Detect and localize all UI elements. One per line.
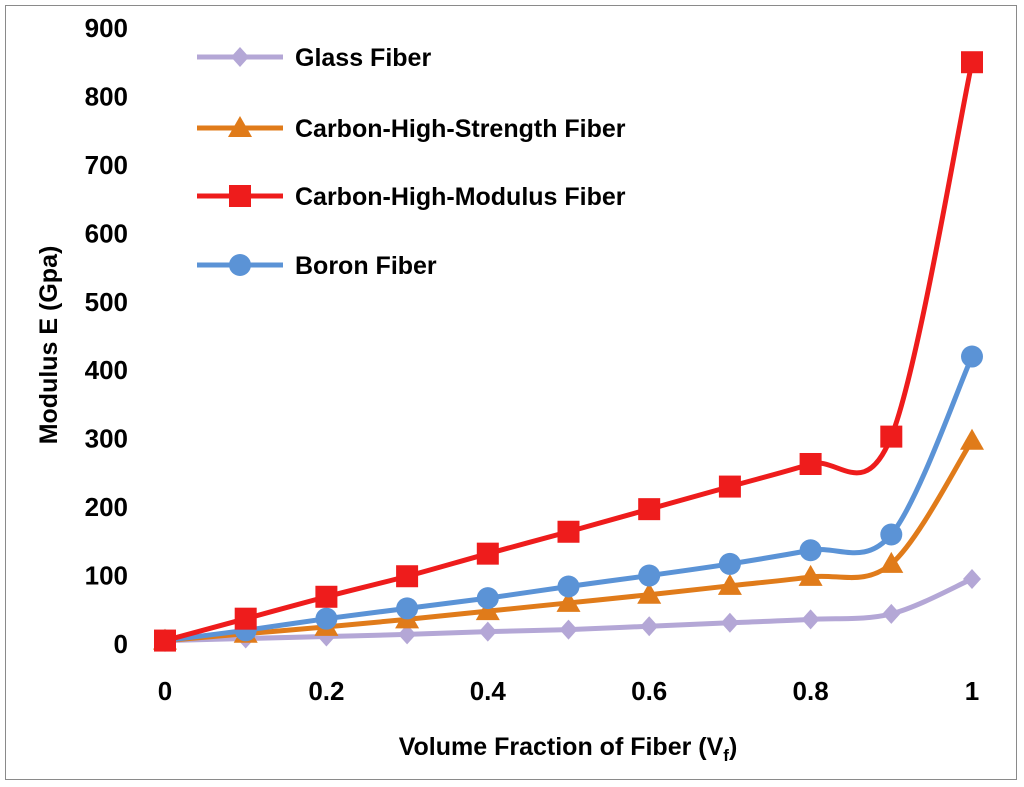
x-axis-title-main: Volume Fraction of Fiber (V [399,733,724,761]
data-point [315,607,338,630]
series-line [162,354,975,644]
data-point [638,498,661,521]
x-axis: 0 0.2 0.4 0.6 0.8 1 [158,676,979,706]
y-tick-label: 300 [85,424,128,454]
data-point [882,603,901,624]
data-point [637,582,662,604]
series-markers [153,51,984,652]
legend: Glass Fiber Carbon-High-Strength Fiber Car… [197,44,626,280]
data-point [961,51,983,74]
legend-marker [228,116,252,137]
data-point [154,629,176,652]
legend-marker [229,254,251,276]
legend-label: Glass Fiber [295,44,431,72]
x-axis-title-close: ) [729,733,737,761]
data-point [396,565,419,588]
legend-label: Carbon-High-Strength Fiber [295,115,626,143]
x-axis-title-subscript: f [723,746,729,765]
data-point [880,523,903,546]
data-point [960,428,984,450]
legend-marker [229,185,251,207]
data-point [640,616,659,637]
data-point [717,573,742,595]
data-point [798,564,823,586]
series-line [162,438,975,644]
data-point [475,599,500,621]
data-point [720,612,739,633]
y-tick-label: 600 [85,218,128,248]
x-tick-label: 0.8 [793,676,829,706]
data-point [961,345,983,368]
y-axis: 0 100 200 300 400 500 600 700 800 900 [85,13,128,659]
x-axis-title: Volume Fraction of Fiber (Vf) [399,733,738,765]
y-axis-title: Modulus E (Gpa) [35,246,63,445]
data-point [801,609,820,630]
y-tick-label: 500 [85,287,128,317]
data-point [234,607,257,630]
y-tick-label: 0 [114,629,128,659]
data-point [315,585,338,608]
data-point [718,552,741,575]
data-point [799,539,822,562]
x-tick-label: 0 [158,676,172,706]
data-point [880,425,903,448]
y-tick-label: 900 [85,13,128,43]
data-point [398,624,417,645]
data-point [559,619,578,640]
y-tick-label: 800 [85,81,128,111]
y-tick-label: 100 [85,561,128,591]
data-point [879,551,904,573]
data-point [799,452,822,475]
data-point [963,568,981,589]
legend-label: Carbon-High-Modulus Fiber [295,183,626,211]
x-tick-label: 0.6 [631,676,667,706]
legend-marker [231,47,249,67]
y-tick-label: 400 [85,355,128,385]
data-point [557,520,580,543]
legend-label: Boron Fiber [295,252,437,280]
data-point [476,587,499,610]
x-tick-label: 1 [965,676,979,706]
data-point [718,475,741,498]
x-tick-label: 0.4 [470,676,507,706]
y-tick-label: 200 [85,492,128,522]
data-point [557,575,580,598]
data-point [556,590,581,612]
data-point [476,542,499,565]
x-tick-label: 0.2 [308,676,344,706]
data-point [396,597,419,620]
data-point [478,621,497,642]
series-lines [162,59,975,644]
y-tick-label: 700 [85,150,128,180]
data-point [638,564,661,587]
